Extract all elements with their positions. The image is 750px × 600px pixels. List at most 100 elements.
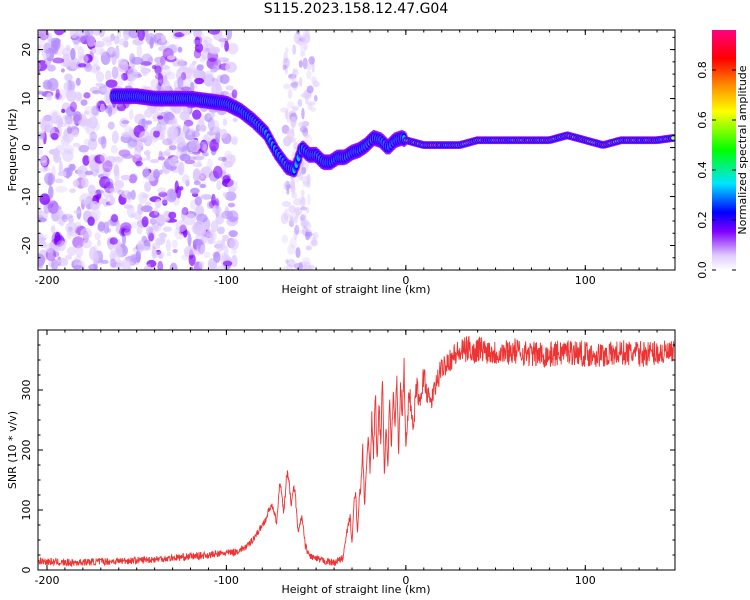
spectrogram-cell bbox=[80, 227, 92, 239]
spectrogram-cell bbox=[38, 148, 43, 156]
spectrogram-cell bbox=[135, 249, 141, 263]
spectrogram-cell bbox=[113, 35, 120, 45]
spectrogram-cell bbox=[289, 237, 297, 249]
spectrogram-cell bbox=[64, 119, 76, 129]
spectrogram-cell bbox=[118, 38, 129, 46]
spectrogram-cell bbox=[81, 238, 92, 249]
spectrogram-cell bbox=[192, 168, 201, 182]
spectrogram-cell bbox=[306, 63, 312, 71]
colorbar-tick-label: 0.6 bbox=[696, 111, 709, 129]
spectrogram-cell bbox=[141, 118, 146, 129]
spectrogram-cell bbox=[179, 186, 184, 191]
spectrogram-cell bbox=[163, 79, 170, 94]
spectrogram-cell bbox=[141, 216, 149, 228]
spectrogram-cell bbox=[58, 160, 63, 175]
spectrogram-cell bbox=[47, 32, 52, 43]
spectrogram-cell bbox=[168, 211, 177, 220]
spectrogram-frame bbox=[37, 29, 676, 271]
spectrogram-cell bbox=[105, 79, 118, 88]
spectrogram-cell bbox=[87, 65, 100, 73]
spectrogram-cell bbox=[231, 137, 238, 146]
spectrogram-cell bbox=[55, 185, 68, 193]
spectrogram-cell bbox=[166, 44, 178, 54]
spectrogram-cell bbox=[209, 48, 220, 55]
spectrogram-ytick-label: 20 bbox=[20, 43, 33, 57]
spectrogram-cell bbox=[52, 44, 59, 55]
spectrogram-cell bbox=[158, 169, 163, 175]
snr-line bbox=[38, 336, 675, 568]
spectrogram-cell bbox=[121, 72, 129, 81]
spectrogram-cell bbox=[215, 240, 224, 253]
spectrogram-cell bbox=[176, 136, 186, 148]
spectrogram-cell bbox=[158, 232, 168, 239]
spectrogram-cell bbox=[198, 261, 205, 269]
spectrogram-cell bbox=[38, 136, 45, 147]
spectrogram-cell bbox=[291, 105, 300, 111]
snr-ytick-label: 0 bbox=[20, 567, 33, 574]
spectrogram-cell bbox=[92, 251, 99, 265]
spectrogram-cell bbox=[114, 51, 121, 58]
snr-xtick-label: -200 bbox=[34, 574, 59, 587]
spectrogram-cell bbox=[142, 168, 151, 177]
spectrogram-cell bbox=[295, 177, 300, 183]
spectrogram-cell bbox=[213, 165, 223, 179]
spectrogram-cell bbox=[217, 57, 230, 63]
spectrogram-ytick-label: -20 bbox=[20, 237, 33, 255]
spectrogram-cell bbox=[80, 99, 88, 106]
spectrogram-cell bbox=[161, 123, 166, 137]
spectrogram-cell bbox=[38, 232, 45, 246]
spectrogram-cell bbox=[179, 153, 191, 162]
spectrogram-ytick-label: -10 bbox=[20, 188, 33, 206]
spectrogram-cell bbox=[140, 53, 153, 67]
spectrogram-cell bbox=[301, 107, 305, 120]
spectrogram-cell bbox=[67, 80, 76, 92]
spectrogram-cell bbox=[305, 231, 311, 241]
spectrogram-cell bbox=[53, 251, 60, 258]
spectrogram-cell bbox=[212, 119, 220, 130]
spectrogram-cell bbox=[165, 239, 172, 252]
spectrogram-cell bbox=[95, 82, 104, 88]
spectrogram-cell bbox=[76, 92, 83, 102]
spectrogram-cell bbox=[285, 263, 293, 270]
spectrogram-cell bbox=[153, 130, 160, 138]
spectrogram-cell bbox=[228, 230, 238, 238]
spectrogram-cell bbox=[194, 77, 205, 85]
spectrogram-cell bbox=[65, 167, 70, 179]
spectrogram-cell bbox=[87, 184, 96, 195]
spectrogram-cell bbox=[41, 115, 54, 130]
spectrogram-cell bbox=[195, 205, 205, 216]
spectrogram-cell bbox=[46, 92, 53, 101]
spectrogram-cell bbox=[156, 187, 167, 194]
spectrogram-cell bbox=[88, 116, 98, 129]
spectrogram-cell bbox=[204, 70, 214, 80]
spectrogram-cell bbox=[301, 213, 307, 220]
snr-xtick-label: -100 bbox=[214, 574, 239, 587]
colorbar-tick-label: 0.4 bbox=[696, 161, 709, 179]
spectrogram-cell bbox=[129, 108, 134, 120]
spectrogram-cell bbox=[207, 260, 218, 270]
spectrogram-cell bbox=[54, 30, 65, 36]
spectrogram-cell bbox=[66, 81, 71, 91]
spectrogram-ytick-label: 10 bbox=[20, 92, 33, 106]
spectrogram-cell bbox=[60, 135, 71, 147]
snr-ytick-label: 200 bbox=[20, 440, 33, 461]
spectrogram-cell bbox=[120, 174, 131, 181]
spectrogram-cell bbox=[185, 140, 197, 155]
spectrogram-cell bbox=[307, 102, 313, 110]
spectrogram-cell bbox=[141, 193, 150, 199]
spectrogram-cell bbox=[295, 208, 300, 219]
spectrogram-cell bbox=[222, 260, 233, 267]
spectrogram-cell bbox=[306, 264, 315, 270]
spectrogram-cell bbox=[162, 226, 172, 232]
spectrogram-cell bbox=[222, 175, 231, 184]
spectrogram-cell bbox=[290, 82, 298, 87]
spectrogram-cell bbox=[289, 76, 297, 82]
spectrogram-cell bbox=[305, 30, 309, 36]
spectrogram-cell bbox=[166, 188, 177, 203]
spectrogram-cell bbox=[38, 249, 48, 261]
spectrogram-cell bbox=[216, 180, 222, 191]
spectrogram-cell bbox=[47, 173, 53, 187]
spectrogram-cell bbox=[93, 44, 104, 56]
spectrogram-cell bbox=[148, 210, 160, 219]
